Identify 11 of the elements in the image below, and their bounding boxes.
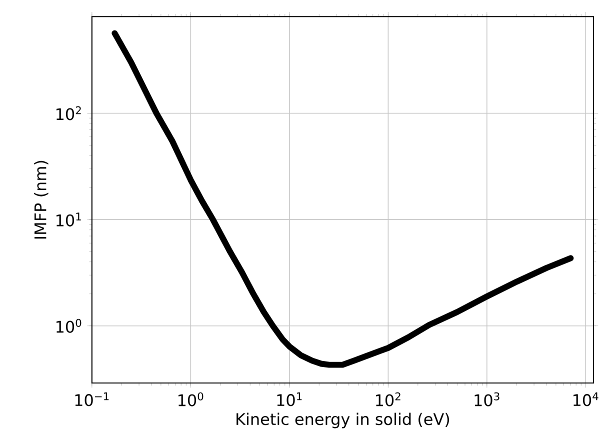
x-tick-label: 10$^{1}$ bbox=[277, 392, 302, 406]
x-axis-title: Kinetic energy in solid (eV) bbox=[236, 412, 450, 428]
x-tick-label: 10$^{2}$ bbox=[376, 392, 400, 406]
y-axis-title: IMFP (nm) bbox=[34, 161, 48, 239]
y-tick-label: 10$^{2}$ bbox=[56, 106, 81, 120]
y-tick-label: 10$^{1}$ bbox=[56, 212, 81, 227]
x-tick-label: 10$^{3}$ bbox=[474, 392, 500, 406]
x-tick-label: 10$^{0}$ bbox=[178, 392, 204, 406]
y-tick-label: 10$^{0}$ bbox=[56, 319, 82, 334]
x-tick-label: 10$^{4}$ bbox=[574, 392, 598, 406]
x-tick-label: 10$^{−1}$ bbox=[75, 392, 109, 406]
